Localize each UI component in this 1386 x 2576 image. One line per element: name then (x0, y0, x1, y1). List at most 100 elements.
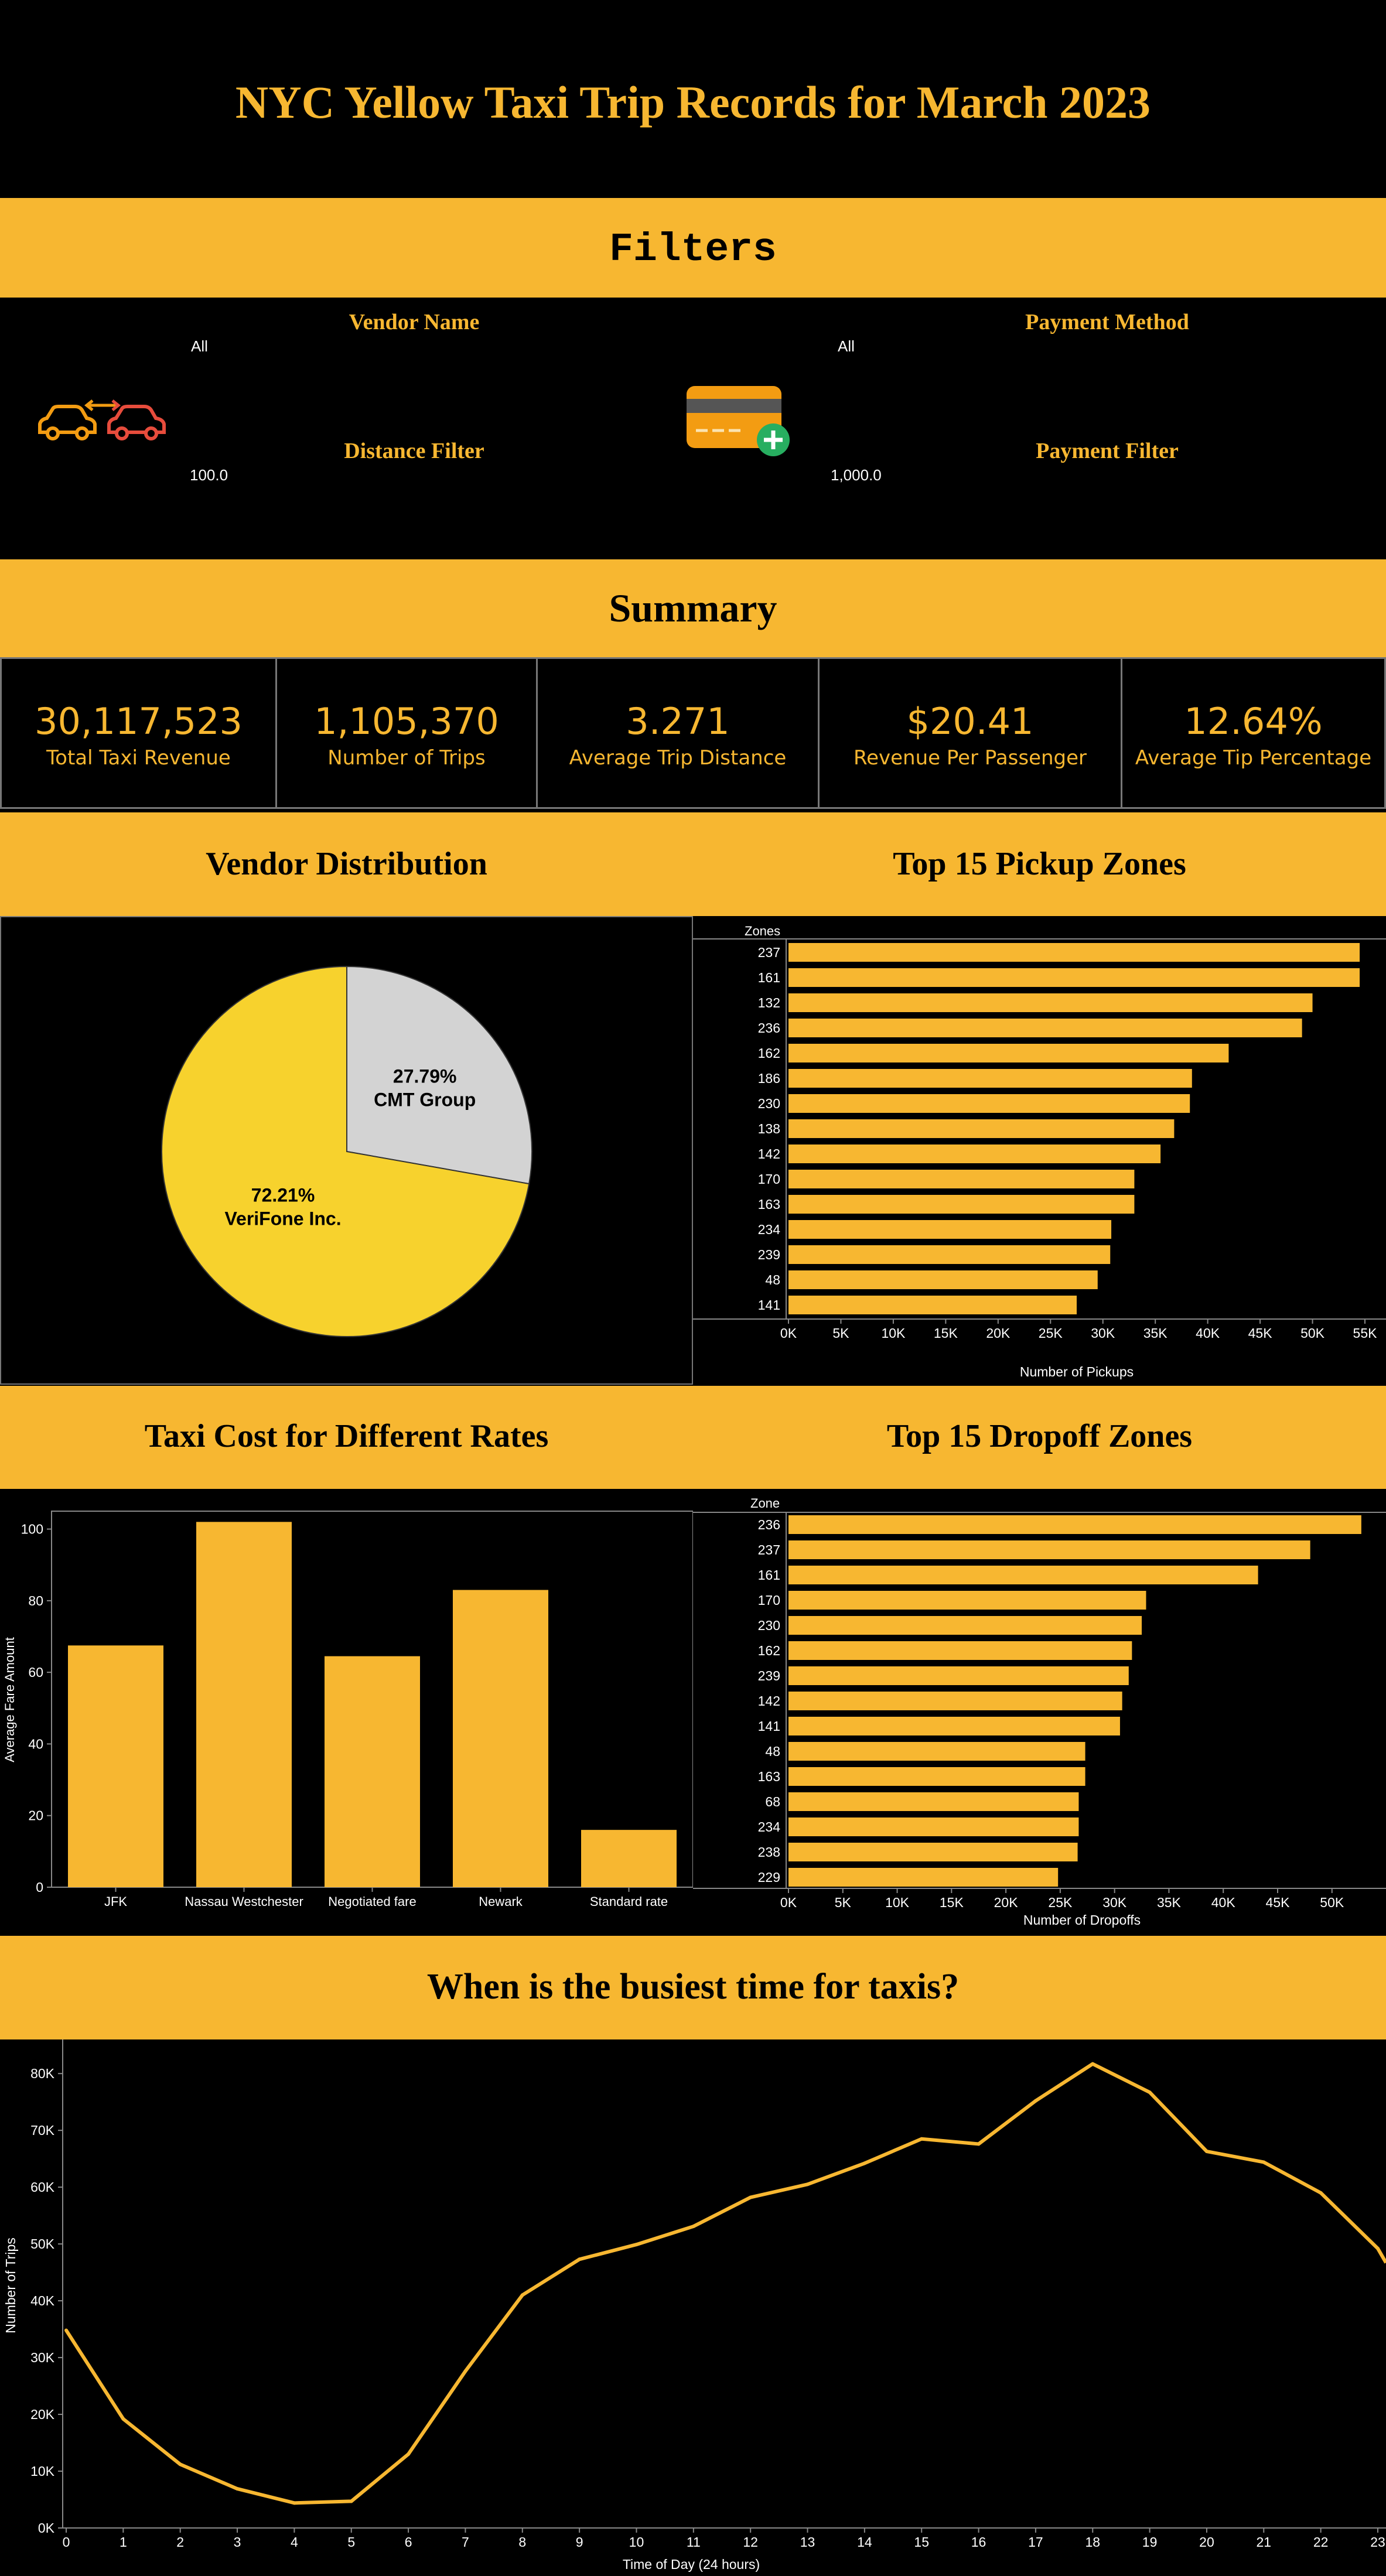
x-tick-label: 4 (291, 2534, 298, 2550)
x-tick-label: 25K (1048, 1895, 1073, 1910)
summary-title: Summary (609, 586, 777, 630)
trips-point (749, 2195, 753, 2199)
x-tick-label: 19 (1142, 2534, 1158, 2550)
pie-slice-label: VeriFone Inc. (224, 1208, 341, 1229)
pie-slice-verifone (161, 965, 530, 1337)
trips-point (292, 2501, 296, 2505)
x-tick-label: 15 (914, 2534, 929, 2550)
x-tick-label: Newark (479, 1894, 523, 1909)
y-axis-label: Number of Trips (3, 2237, 18, 2334)
kpi-label: Average Trip Distance (569, 746, 787, 770)
x-tick-label: 45K (1266, 1895, 1291, 1910)
x-tick-label: 30K (1102, 1895, 1127, 1910)
kpi-total-revenue: 30,117,523 Total Taxi Revenue (0, 657, 277, 809)
x-axis-label: Time of Day (24 hours) (623, 2557, 760, 2572)
pie-percent-label: 27.79% (393, 1065, 457, 1087)
top-dropoff-title: Top 15 Dropoff Zones (886, 1418, 1193, 1454)
credit-card-add-icon (687, 386, 790, 456)
x-tick-label: 23 (1370, 2534, 1385, 2550)
distance-filter-value[interactable]: 100.0 (190, 466, 228, 484)
trips-point (121, 2417, 125, 2421)
payment-method-value[interactable]: All (838, 337, 855, 355)
bar-141 (788, 1296, 1077, 1314)
kpi-value: $20.41 (906, 700, 1034, 743)
vendor-name-value[interactable]: All (191, 337, 208, 355)
x-tick-label: 50K (1320, 1895, 1344, 1910)
x-tick-label: 22 (1313, 2534, 1329, 2550)
trips-point (691, 2225, 695, 2229)
trips-point (977, 2142, 981, 2146)
x-tick-label: Standard rate (590, 1894, 668, 1909)
bar-163 (788, 1767, 1085, 1786)
kpi-value: 3.271 (626, 700, 730, 743)
bar-48 (788, 1270, 1098, 1289)
bar-161 (788, 968, 1360, 987)
category-label: 230 (758, 1096, 780, 1111)
x-tick-label: 16 (971, 2534, 986, 2550)
vendor-name-label: Vendor Name (349, 310, 480, 334)
x-tick-label: Negotiated fare (328, 1894, 416, 1909)
x-tick-label: 7 (462, 2534, 469, 2550)
bar-237 (788, 1540, 1310, 1559)
bar-newark (453, 1590, 548, 1887)
y-tick-label: 50K (30, 2236, 55, 2252)
kpi-average-trip-distance: 3.271 Average Trip Distance (536, 657, 820, 809)
trips-series-line (64, 2062, 1386, 2505)
trips-point (178, 2462, 182, 2466)
cars-icon (38, 399, 166, 440)
category-label: 161 (758, 1567, 780, 1583)
trips-point (1376, 2246, 1380, 2250)
x-tick-label: 30K (1091, 1325, 1115, 1341)
trips-point (235, 2487, 240, 2491)
trips-point (1148, 2090, 1152, 2095)
trips-point (64, 2328, 68, 2332)
y-tick-label: 20 (28, 1808, 43, 1823)
x-tick-label: 5K (832, 1325, 849, 1341)
x-tick-label: JFK (104, 1894, 127, 1909)
summary-header-band: Summary (0, 559, 1386, 657)
bar-170 (788, 1591, 1146, 1610)
category-label: 48 (765, 1744, 780, 1759)
bar-237 (788, 943, 1360, 962)
bar-68 (788, 1792, 1079, 1811)
x-tick-label: 50K (1300, 1325, 1325, 1341)
bar-234 (788, 1220, 1112, 1239)
x-tick-label: 0 (63, 2534, 70, 2550)
trips-point (520, 2293, 524, 2297)
vendor-distribution-chart: 27.79%CMT Group 72.21% VeriFone Inc. (0, 916, 693, 1385)
filters-header-band: Filters (0, 198, 1386, 298)
taxi-cost-title: Taxi Cost for Different Rates (144, 1418, 549, 1454)
y-tick-label: 40K (30, 2293, 55, 2308)
distance-filter-label: Distance Filter (344, 439, 484, 463)
x-tick-label: Nassau Westchester (185, 1894, 303, 1909)
x-tick-label: 25K (1039, 1325, 1063, 1341)
x-tick-label: 2 (176, 2534, 184, 2550)
kpi-value: 1,105,370 (314, 700, 499, 743)
trips-point (578, 2257, 582, 2261)
category-label: 132 (758, 995, 780, 1010)
y-tick-label: 80K (30, 2066, 55, 2081)
trips-point (862, 2161, 866, 2165)
bar-142 (788, 1144, 1161, 1163)
trips-point (463, 2369, 467, 2373)
top-pickup-chart: Zones 237 161 132 236 162 186 230 138 142 170 163 23… (693, 924, 1386, 1379)
kpi-label: Average Tip Percentage (1135, 746, 1372, 770)
bar-jfk (68, 1645, 163, 1887)
trips-point (634, 2243, 639, 2247)
x-tick-label: 20 (1199, 2534, 1214, 2550)
bar-170 (788, 1170, 1135, 1188)
category-label: 237 (758, 945, 780, 960)
y-tick-label: 70K (30, 2123, 55, 2138)
payment-filter-value[interactable]: 1,000.0 (831, 466, 882, 484)
x-tick-label: 12 (743, 2534, 758, 2550)
category-label: 162 (758, 1643, 780, 1658)
vendor-distribution-title: Vendor Distribution (206, 846, 487, 882)
category-label: 138 (758, 1121, 780, 1136)
x-tick-label: 10K (885, 1895, 910, 1910)
x-tick-label: 5K (835, 1895, 852, 1910)
bar-162 (788, 1641, 1132, 1660)
trips-point (407, 2452, 411, 2456)
category-label: 142 (758, 1693, 780, 1709)
trips-point (920, 2137, 924, 2141)
kpi-value: 12.64% (1184, 700, 1323, 743)
